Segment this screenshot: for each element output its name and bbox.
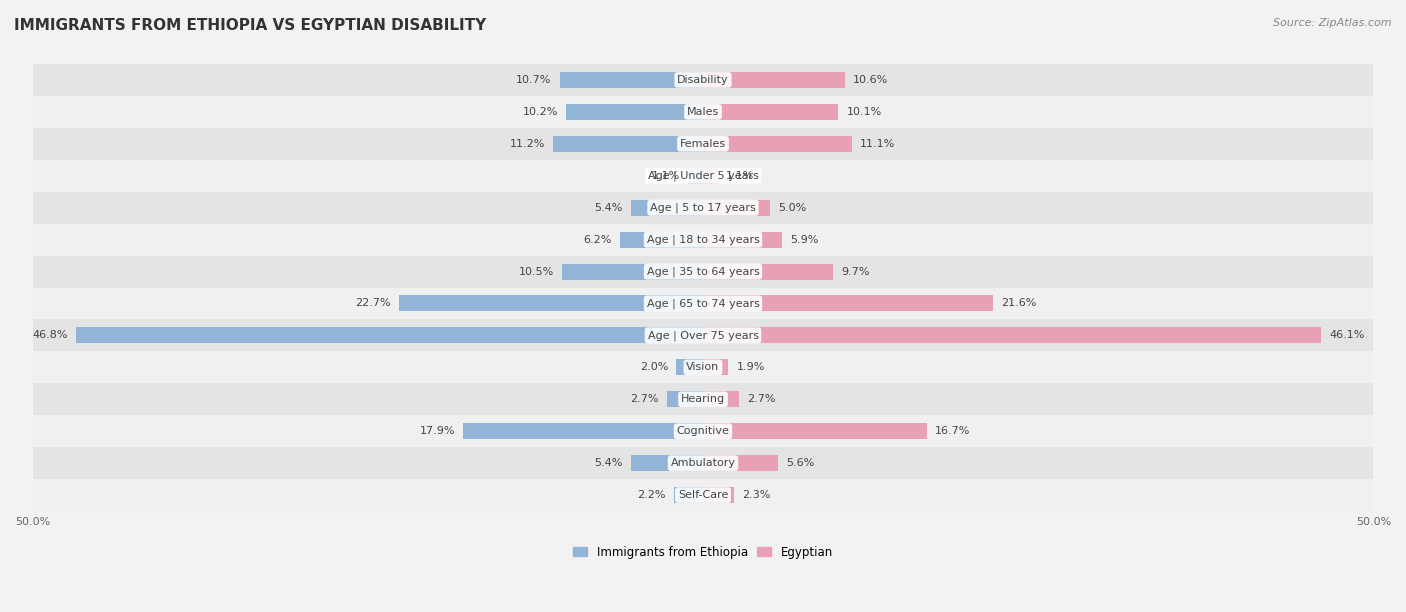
Bar bbox=[703, 200, 770, 215]
Text: Source: ZipAtlas.com: Source: ZipAtlas.com bbox=[1274, 18, 1392, 28]
Bar bbox=[666, 391, 703, 407]
Bar bbox=[32, 223, 1374, 256]
Bar bbox=[32, 415, 1374, 447]
Text: 5.9%: 5.9% bbox=[790, 234, 818, 245]
Text: Age | Over 75 years: Age | Over 75 years bbox=[648, 330, 758, 341]
Text: IMMIGRANTS FROM ETHIOPIA VS EGYPTIAN DISABILITY: IMMIGRANTS FROM ETHIOPIA VS EGYPTIAN DIS… bbox=[14, 18, 486, 34]
Text: Age | 5 to 17 years: Age | 5 to 17 years bbox=[650, 203, 756, 213]
Bar bbox=[703, 168, 717, 184]
Bar bbox=[703, 264, 832, 280]
Bar bbox=[32, 160, 1374, 192]
Bar bbox=[32, 383, 1374, 415]
Text: Ambulatory: Ambulatory bbox=[671, 458, 735, 468]
Bar bbox=[32, 192, 1374, 223]
Bar bbox=[32, 96, 1374, 128]
Text: 2.3%: 2.3% bbox=[742, 490, 770, 500]
Text: Males: Males bbox=[688, 107, 718, 117]
Bar bbox=[703, 327, 1322, 343]
Bar bbox=[32, 319, 1374, 351]
Bar bbox=[32, 64, 1374, 96]
Text: 9.7%: 9.7% bbox=[841, 267, 869, 277]
Text: 46.8%: 46.8% bbox=[32, 330, 67, 340]
Text: 10.2%: 10.2% bbox=[523, 107, 558, 117]
Bar bbox=[673, 487, 703, 503]
Bar bbox=[32, 479, 1374, 511]
Text: 10.7%: 10.7% bbox=[516, 75, 551, 85]
Text: 22.7%: 22.7% bbox=[354, 299, 391, 308]
Bar bbox=[631, 455, 703, 471]
Text: 11.1%: 11.1% bbox=[860, 139, 896, 149]
Bar bbox=[560, 72, 703, 88]
Text: 2.7%: 2.7% bbox=[630, 394, 659, 405]
Text: 1.1%: 1.1% bbox=[725, 171, 754, 181]
Bar bbox=[76, 327, 703, 343]
Text: 5.4%: 5.4% bbox=[595, 203, 623, 212]
Bar bbox=[703, 231, 782, 248]
Bar bbox=[553, 136, 703, 152]
Text: 1.1%: 1.1% bbox=[652, 171, 681, 181]
Text: Age | Under 5 years: Age | Under 5 years bbox=[648, 171, 758, 181]
Bar bbox=[703, 104, 838, 120]
Text: 21.6%: 21.6% bbox=[1001, 299, 1036, 308]
Text: 10.5%: 10.5% bbox=[519, 267, 554, 277]
Text: Age | 18 to 34 years: Age | 18 to 34 years bbox=[647, 234, 759, 245]
Text: Age | 35 to 64 years: Age | 35 to 64 years bbox=[647, 266, 759, 277]
Bar bbox=[689, 168, 703, 184]
Text: 11.2%: 11.2% bbox=[509, 139, 544, 149]
Bar bbox=[703, 424, 927, 439]
Bar bbox=[567, 104, 703, 120]
Bar bbox=[703, 487, 734, 503]
Bar bbox=[463, 424, 703, 439]
Text: Self-Care: Self-Care bbox=[678, 490, 728, 500]
Bar bbox=[703, 296, 993, 312]
Text: 5.6%: 5.6% bbox=[786, 458, 814, 468]
Bar bbox=[703, 359, 728, 375]
Bar bbox=[703, 136, 852, 152]
Text: 5.0%: 5.0% bbox=[778, 203, 806, 212]
Text: Vision: Vision bbox=[686, 362, 720, 372]
Text: 2.0%: 2.0% bbox=[640, 362, 668, 372]
Text: 17.9%: 17.9% bbox=[419, 426, 456, 436]
Bar bbox=[620, 231, 703, 248]
Text: 2.7%: 2.7% bbox=[747, 394, 776, 405]
Text: 6.2%: 6.2% bbox=[583, 234, 612, 245]
Bar bbox=[703, 72, 845, 88]
Text: 1.9%: 1.9% bbox=[737, 362, 765, 372]
Bar bbox=[562, 264, 703, 280]
Bar bbox=[631, 200, 703, 215]
Bar bbox=[32, 256, 1374, 288]
Text: 5.4%: 5.4% bbox=[595, 458, 623, 468]
Bar bbox=[32, 288, 1374, 319]
Bar bbox=[32, 128, 1374, 160]
Bar bbox=[399, 296, 703, 312]
Bar bbox=[32, 447, 1374, 479]
Bar bbox=[32, 351, 1374, 383]
Text: 2.2%: 2.2% bbox=[637, 490, 665, 500]
Legend: Immigrants from Ethiopia, Egyptian: Immigrants from Ethiopia, Egyptian bbox=[568, 541, 838, 563]
Text: 16.7%: 16.7% bbox=[935, 426, 970, 436]
Bar bbox=[703, 391, 740, 407]
Bar bbox=[703, 455, 778, 471]
Text: Hearing: Hearing bbox=[681, 394, 725, 405]
Text: Females: Females bbox=[681, 139, 725, 149]
Bar bbox=[676, 359, 703, 375]
Text: Age | 65 to 74 years: Age | 65 to 74 years bbox=[647, 298, 759, 308]
Text: Cognitive: Cognitive bbox=[676, 426, 730, 436]
Text: 10.1%: 10.1% bbox=[846, 107, 882, 117]
Text: 10.6%: 10.6% bbox=[853, 75, 889, 85]
Text: 46.1%: 46.1% bbox=[1329, 330, 1364, 340]
Text: Disability: Disability bbox=[678, 75, 728, 85]
